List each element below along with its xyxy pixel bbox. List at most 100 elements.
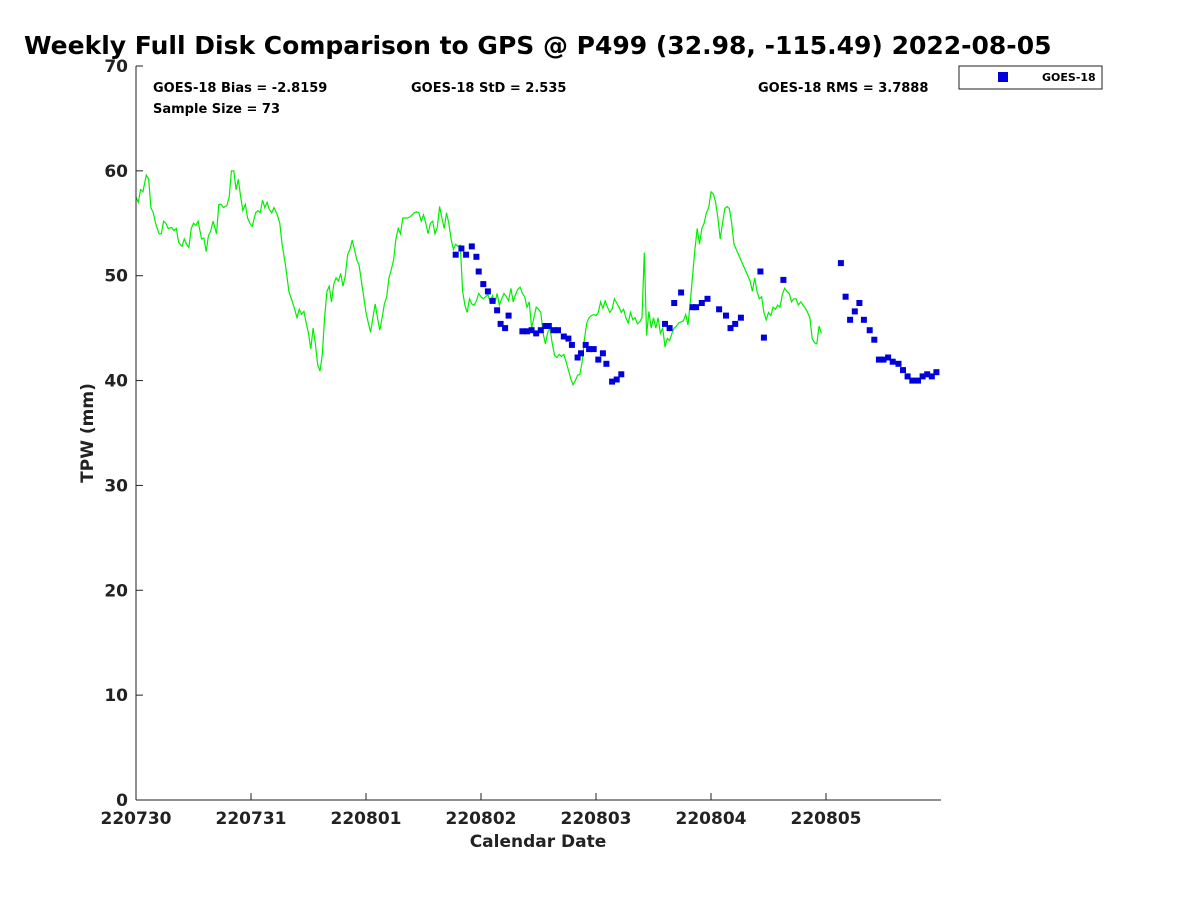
goes-18-point bbox=[698, 300, 705, 306]
goes-18-point bbox=[497, 320, 504, 327]
gps-series bbox=[135, 170, 822, 387]
goes-18-point bbox=[586, 346, 593, 353]
goes-18-point bbox=[603, 360, 610, 367]
goes-18-point bbox=[609, 378, 616, 385]
goes-18-point bbox=[662, 320, 668, 327]
goes-18-point bbox=[590, 346, 597, 353]
goes-18-point bbox=[618, 371, 625, 378]
goes-18-point bbox=[909, 377, 916, 384]
goes-18-point bbox=[574, 354, 581, 361]
goes-18-point bbox=[555, 327, 561, 334]
goes-18-point bbox=[489, 297, 496, 304]
goes-18-point bbox=[757, 268, 764, 275]
goes-18-point bbox=[780, 276, 787, 283]
goes-18-point bbox=[613, 376, 620, 383]
goes-18-point bbox=[847, 316, 854, 323]
goes-18-point bbox=[458, 245, 465, 252]
bias-stat: GOES-18 Bias = -2.8159 bbox=[153, 81, 327, 96]
goes-18-point bbox=[519, 328, 526, 335]
goes-18-point bbox=[866, 327, 873, 334]
y-tick-label: 30 bbox=[104, 476, 128, 496]
goes-18-point bbox=[468, 243, 475, 250]
goes-18-point bbox=[880, 356, 887, 363]
legend-label: GOES-18 bbox=[1042, 71, 1096, 84]
goes-18-point bbox=[524, 328, 530, 335]
goes-18-point bbox=[837, 260, 844, 267]
goes-18-point bbox=[727, 325, 734, 332]
goes-18-point bbox=[502, 325, 509, 332]
goes-18-point bbox=[671, 300, 678, 306]
y-tick-label: 0 bbox=[116, 791, 128, 811]
sample-size-stat: Sample Size = 73 bbox=[153, 102, 280, 117]
x-tick-label: 220730 bbox=[101, 809, 172, 829]
chart-title: Weekly Full Disk Comparison to GPS @ P49… bbox=[24, 31, 1051, 60]
goes-18-point bbox=[463, 251, 470, 258]
legend-marker-icon bbox=[998, 72, 1008, 82]
rms-stat: GOES-18 RMS = 3.7888 bbox=[758, 81, 928, 96]
goes-18-point bbox=[666, 325, 673, 332]
goes-18-point bbox=[689, 304, 696, 311]
x-axis-ticks: 220730 220731 220801 220802 220803 220804 2208… bbox=[101, 793, 862, 829]
goes-18-point bbox=[928, 373, 935, 380]
goes-18-point bbox=[452, 251, 459, 258]
y-tick-label: 50 bbox=[104, 267, 128, 287]
x-tick-label: 220804 bbox=[676, 809, 747, 829]
y-axis-ticks: 0 10 20 30 40 50 60 70 bbox=[104, 57, 143, 811]
y-tick-label: 70 bbox=[104, 57, 128, 77]
goes-18-point bbox=[915, 377, 921, 384]
goes-18-point bbox=[480, 281, 487, 288]
x-tick-label: 220803 bbox=[561, 809, 632, 829]
goes-18-point bbox=[842, 293, 849, 300]
x-tick-label: 220801 bbox=[331, 809, 402, 829]
goes-18-point bbox=[760, 334, 767, 341]
goes-18-point bbox=[737, 314, 744, 321]
goes-18-point bbox=[723, 312, 729, 319]
goes-18-point bbox=[599, 350, 606, 357]
std-stat: GOES-18 StD = 2.535 bbox=[411, 81, 566, 96]
goes-18-point bbox=[919, 373, 926, 380]
goes-18-point bbox=[565, 335, 572, 342]
goes-18-point bbox=[550, 327, 557, 334]
legend: GOES-18 bbox=[958, 65, 1103, 90]
goes-18-point bbox=[704, 295, 711, 302]
y-tick-label: 10 bbox=[104, 686, 128, 706]
goes-18-point bbox=[933, 369, 940, 376]
goes-18-point bbox=[895, 360, 902, 367]
gps-line bbox=[135, 170, 822, 387]
goes-18-series bbox=[452, 243, 940, 385]
goes-18-point bbox=[533, 330, 540, 337]
goes-18-point bbox=[545, 323, 552, 329]
goes-18-point bbox=[484, 288, 491, 295]
goes-18-point bbox=[537, 327, 544, 334]
goes-18-point bbox=[568, 341, 575, 348]
goes-18-point bbox=[528, 327, 535, 334]
goes-18-point bbox=[889, 358, 896, 365]
goes-18-point bbox=[732, 320, 739, 327]
goes-18-point bbox=[716, 306, 723, 313]
x-tick-label: 220805 bbox=[791, 809, 862, 829]
goes-18-point bbox=[473, 253, 480, 260]
goes-18-point bbox=[678, 289, 685, 296]
goes-18-point bbox=[871, 336, 878, 343]
y-tick-label: 20 bbox=[104, 581, 128, 601]
goes-18-point bbox=[875, 356, 882, 363]
goes-18-point bbox=[885, 354, 892, 361]
goes-18-point bbox=[542, 323, 549, 329]
goes-18-point bbox=[856, 300, 863, 306]
goes-18-point bbox=[578, 350, 584, 357]
goes-18-point bbox=[900, 367, 906, 374]
goes-18-point bbox=[494, 307, 501, 314]
goes-18-point bbox=[505, 312, 512, 319]
goes-18-point bbox=[904, 373, 911, 380]
goes-18-point bbox=[475, 268, 482, 275]
y-tick-label: 60 bbox=[104, 162, 128, 182]
x-tick-label: 220802 bbox=[446, 809, 517, 829]
goes-18-point bbox=[924, 371, 931, 378]
goes-18-point bbox=[560, 333, 567, 340]
x-tick-label: 220731 bbox=[216, 809, 287, 829]
goes-18-point bbox=[582, 341, 589, 348]
goes-18-point bbox=[860, 316, 867, 323]
x-axis-label: Calendar Date bbox=[470, 832, 607, 852]
goes-18-point bbox=[851, 308, 858, 315]
